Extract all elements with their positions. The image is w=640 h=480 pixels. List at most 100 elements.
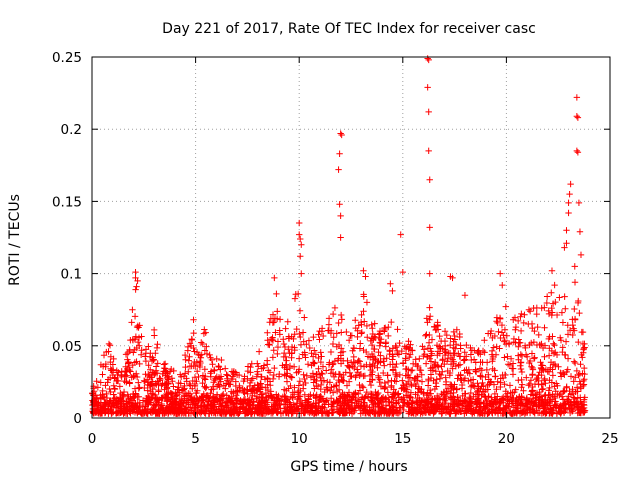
data-point xyxy=(308,409,316,416)
data-point xyxy=(412,391,419,398)
data-point xyxy=(465,366,472,374)
data-point xyxy=(581,364,588,372)
data-point xyxy=(328,366,335,373)
data-point xyxy=(272,401,279,408)
data-point xyxy=(266,369,274,376)
data-point xyxy=(287,382,294,390)
data-point xyxy=(396,404,403,412)
data-point xyxy=(549,372,557,379)
data-point xyxy=(384,389,392,396)
data-point xyxy=(533,389,541,397)
data-point xyxy=(264,374,271,382)
data-point xyxy=(344,393,352,401)
data-point xyxy=(291,407,299,415)
data-point xyxy=(530,408,537,416)
data-point xyxy=(430,362,438,370)
data-point xyxy=(104,379,111,386)
data-point xyxy=(491,390,499,398)
data-point xyxy=(221,410,229,417)
data-point xyxy=(203,383,210,391)
data-point xyxy=(309,372,317,380)
data-point xyxy=(467,402,474,410)
data-point xyxy=(105,410,112,417)
data-point xyxy=(323,367,330,374)
data-point xyxy=(462,399,470,406)
data-point xyxy=(357,318,365,326)
data-point xyxy=(399,384,406,392)
data-point xyxy=(313,371,321,378)
data-point xyxy=(561,293,568,300)
data-point xyxy=(193,389,200,397)
data-point xyxy=(367,390,375,398)
data-point xyxy=(377,352,384,359)
data-point xyxy=(444,367,451,375)
data-point xyxy=(425,56,432,64)
data-point xyxy=(368,350,376,358)
data-point xyxy=(497,334,504,342)
data-point xyxy=(564,355,572,362)
data-point xyxy=(557,373,565,380)
data-point xyxy=(412,356,419,363)
data-point xyxy=(441,342,449,350)
data-point xyxy=(512,323,520,331)
data-point xyxy=(347,332,354,339)
data-point xyxy=(416,397,424,404)
data-point xyxy=(191,348,198,355)
data-point xyxy=(282,361,290,368)
data-point xyxy=(198,402,205,409)
data-point xyxy=(521,342,529,349)
data-point xyxy=(418,378,426,385)
data-point xyxy=(103,394,111,402)
data-point xyxy=(144,381,151,389)
data-point xyxy=(135,379,142,386)
data-point xyxy=(308,362,315,369)
data-point xyxy=(290,363,298,370)
data-point xyxy=(457,407,464,415)
data-point xyxy=(535,397,542,404)
data-point xyxy=(386,347,393,354)
data-point xyxy=(282,325,289,332)
data-point xyxy=(358,330,365,337)
y-tick-label: 0 xyxy=(73,411,82,427)
data-point xyxy=(513,400,521,407)
data-point xyxy=(408,407,416,414)
data-point xyxy=(156,377,164,384)
data-point xyxy=(356,358,363,365)
data-point xyxy=(305,402,312,409)
data-point xyxy=(357,362,365,370)
data-point xyxy=(494,378,501,385)
data-point xyxy=(548,347,556,355)
data-point xyxy=(299,351,306,358)
data-point xyxy=(194,395,201,403)
data-point xyxy=(145,372,153,379)
data-point xyxy=(158,400,165,408)
data-point xyxy=(351,407,358,414)
data-point xyxy=(260,362,268,369)
data-point xyxy=(543,293,551,300)
data-point xyxy=(116,383,124,390)
data-point xyxy=(467,376,475,384)
data-point xyxy=(408,381,415,389)
data-point xyxy=(475,409,483,416)
data-point xyxy=(341,397,349,405)
data-point xyxy=(378,395,385,402)
data-point xyxy=(152,380,159,387)
data-point xyxy=(389,287,396,295)
data-point xyxy=(295,395,303,403)
data-point xyxy=(335,319,342,327)
data-point xyxy=(467,344,474,352)
data-point xyxy=(526,380,533,388)
data-point xyxy=(361,318,368,325)
data-point xyxy=(566,190,573,198)
data-point xyxy=(517,362,524,369)
data-point xyxy=(297,253,304,260)
y-tick-label: 0.15 xyxy=(52,194,82,210)
data-point xyxy=(539,405,547,412)
data-point xyxy=(446,341,454,349)
data-point xyxy=(570,358,578,365)
data-point xyxy=(280,340,288,348)
data-point xyxy=(188,335,195,343)
data-point xyxy=(545,368,553,375)
data-point xyxy=(575,338,582,346)
data-point xyxy=(317,349,324,356)
